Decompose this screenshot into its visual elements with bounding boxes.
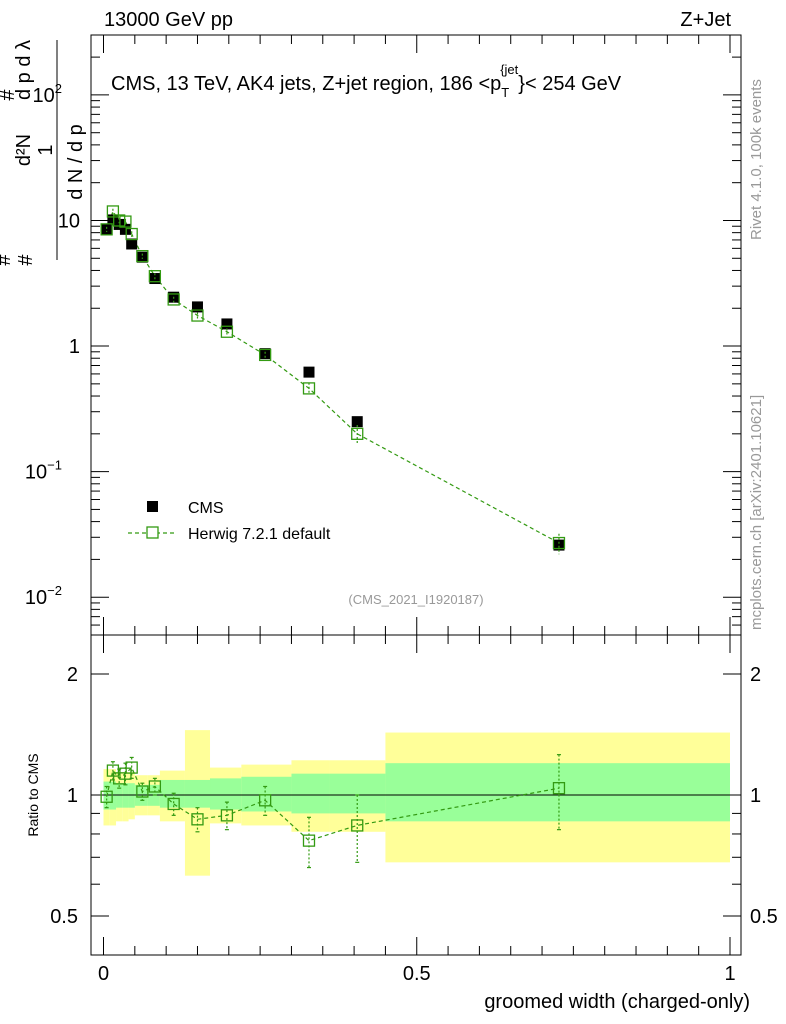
ratio-herwig-point [106,764,120,777]
cms-point [126,238,138,250]
ratio-herwig-point [136,785,149,798]
svg-text:d²N: d²N [13,134,35,166]
herwig-point [220,325,234,338]
ratio-ytick-label-right-0: 2 [750,664,761,686]
ratio-bands [91,730,741,876]
svg-text:#: # [15,254,37,266]
legend: CMS Herwig 7.2.1 default [128,500,331,543]
ratio-herwig-point [258,794,272,807]
ratio-herwig-point [302,834,316,847]
main-ytick-label-3: 10−1 [25,458,62,484]
band-inner-12 [329,773,386,814]
main-frame [90,34,742,636]
herwig-point [302,382,316,395]
cms-point [221,318,233,330]
ylabel-numerator: 1 [35,144,57,155]
title-post: }< 254 GeV [518,73,622,95]
ratio-ylabel: Ratio to CMS [25,753,41,836]
main-ytick-label-4: 10−2 [25,583,62,609]
legend-label-cms: CMS [188,500,224,517]
cms-point [191,301,203,313]
ratio-herwig-point [351,819,364,832]
cms-point [351,416,363,428]
ratio-herwig-point [100,790,113,803]
title-sup: {jet [500,62,518,77]
cms-point [553,539,565,551]
legend-label-herwig: Herwig 7.2.1 default [188,526,331,543]
ratio-herwig-point [167,797,180,811]
main-ytick-label-2: 1 [69,336,80,358]
title-pre: CMS, 13 TeV, AK4 jets, Z+jet region, 186… [111,73,501,95]
herwig-point [113,214,126,227]
ratio-ytick-label-2: 0.5 [50,906,78,928]
cms-point [107,214,119,226]
header-left: 13000 GeV pp [104,9,233,31]
herwig-point [100,223,113,236]
cms-point [119,223,131,235]
ratio-ytick-label-1: 1 [67,785,78,807]
cms-point [113,218,125,230]
plot-title: CMS, 13 TeV, AK4 jets, Z+jet region, 186… [111,62,622,100]
cms-point [136,251,148,263]
herwig-point [258,348,272,362]
ratio-xtick-label-2: 1 [724,963,735,985]
legend-marker-herwig [146,526,159,539]
cms-point [303,366,315,378]
ratio-plot-marks [100,754,566,869]
herwig-point [106,205,120,218]
svg-text:#: # [0,89,19,101]
main-ytick-label-1: 10 [58,210,80,232]
herwig-point [351,427,364,440]
ratio-herwig-point [220,809,234,822]
header-right: Z+Jet [680,9,731,31]
herwig-point [148,270,162,283]
legend-marker-cms [147,501,158,512]
ratio-herwig-point [191,813,204,826]
herwig-line [106,210,560,544]
title-sub: T [501,85,509,100]
ratio-ytick-label-0: 2 [67,664,78,686]
band-inner-8 [184,779,211,808]
svg-text:#: # [0,254,15,266]
main-axis-ticks: 102 10 1 10−1 10−2 [25,34,741,636]
ratio-axis-ticks: 2 2 1 1 0.5 0.5 0 0.5 1 [50,635,778,985]
ratio-xtick-label-1: 0.5 [403,963,431,985]
band-inner-11 [291,773,330,814]
herwig-point [119,215,132,228]
svg-text:d p d λ: d p d λ [13,40,35,100]
ratio-herwig-point [113,772,126,785]
svg-text:1: 1 [35,144,57,155]
mcplots-label: mcplots.cern.ch [arXiv:2401.10621] [748,395,765,630]
analysis-watermark: (CMS_2021_I1920187) [348,592,483,607]
ratio-herwig-point [552,782,566,795]
ratio-herwig-point [125,761,138,774]
svg-text:d N / d p: d N / d p [65,124,87,200]
main-ytick-label-0: 102 [33,81,62,107]
ratio-herwig-point [148,780,162,793]
band-inner-9 [210,778,242,810]
herwig-point [167,293,180,306]
ratio-ytick-label-right-1: 1 [750,785,761,807]
rivet-version-label: Rivet 4.1.0, 100k events [748,79,765,240]
herwig-point [552,536,566,550]
herwig-point [125,227,138,241]
ratio-ytick-label-right-2: 0.5 [750,906,778,928]
cms-point [101,223,113,235]
herwig-point [191,309,204,322]
main-plot-marks [100,205,566,555]
ratio-xtick-label-0: 0 [98,963,109,985]
ratio-xlabel: groomed width (charged-only) [484,991,750,1013]
herwig-point [136,249,149,263]
band-inner-13 [385,763,730,822]
main-ylabel: 1 d²N d N / d p d p d λ # # # [0,40,87,266]
band-inner-1 [109,781,117,810]
